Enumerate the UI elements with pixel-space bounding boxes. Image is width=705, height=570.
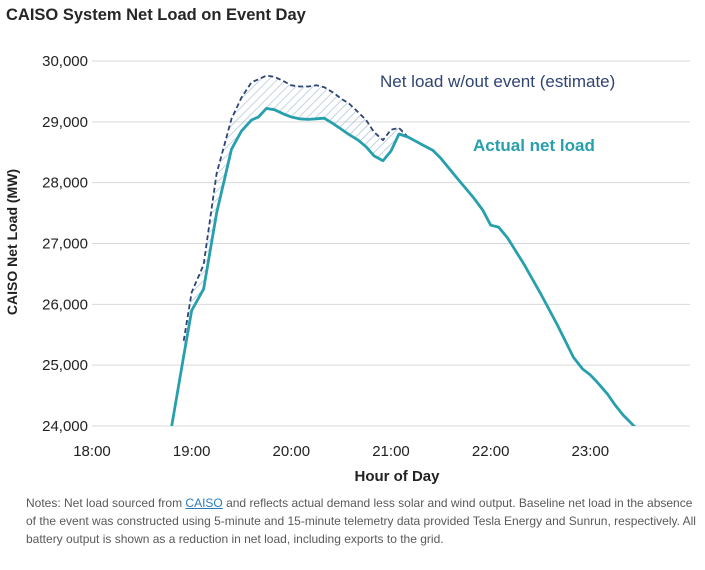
estimate-series-label: Net load w/out event (estimate) xyxy=(380,72,615,91)
x-tick-label: 22:00 xyxy=(472,443,510,460)
y-tick-label: 28,000 xyxy=(42,175,88,192)
series-lines xyxy=(170,74,637,426)
chart-notes: Notes: Net load sourced from CAISO and r… xyxy=(26,494,696,548)
caiso-link[interactable]: CAISO xyxy=(185,496,223,510)
x-tick-label: 18:00 xyxy=(73,443,111,460)
x-tick-label: 21:00 xyxy=(372,443,410,460)
notes-text-start: Notes: Net load sourced from xyxy=(26,496,186,510)
y-tick-label: 26,000 xyxy=(42,296,88,313)
actual-line xyxy=(170,107,637,426)
gridlines xyxy=(92,60,690,427)
x-tick-label: 20:00 xyxy=(273,443,311,460)
y-tick-label: 25,000 xyxy=(42,357,88,374)
x-tick-labels: 18:00 19:00 20:00 21:00 22:00 23:00 xyxy=(73,443,609,460)
notes-text-end: and reflects actual demand less solar an… xyxy=(26,496,696,546)
actual-series-label: Actual net load xyxy=(473,136,595,155)
axis-labels: Hour of Day CAISO Net Load (MW) xyxy=(4,169,440,485)
y-tick-labels: 24,000 25,000 26,000 27,000 28,000 29,000 30,0… xyxy=(42,53,88,435)
y-tick-label: 29,000 xyxy=(42,114,88,131)
chart-title: CAISO System Net Load on Event Day xyxy=(6,6,306,24)
x-tick-label: 19:00 xyxy=(173,443,211,460)
x-axis-label: Hour of Day xyxy=(354,468,440,485)
series-annotations: Net load w/out event (estimate) Actual n… xyxy=(380,72,615,155)
y-axis-label: CAISO Net Load (MW) xyxy=(4,169,20,315)
y-tick-label: 27,000 xyxy=(42,236,88,253)
line-chart: 24,000 25,000 26,000 27,000 28,000 29,000 30,0… xyxy=(4,53,690,485)
x-tick-label: 23:00 xyxy=(572,443,610,460)
y-tick-label: 30,000 xyxy=(42,53,88,70)
estimate-line xyxy=(182,74,417,341)
y-tick-label: 24,000 xyxy=(42,418,88,435)
